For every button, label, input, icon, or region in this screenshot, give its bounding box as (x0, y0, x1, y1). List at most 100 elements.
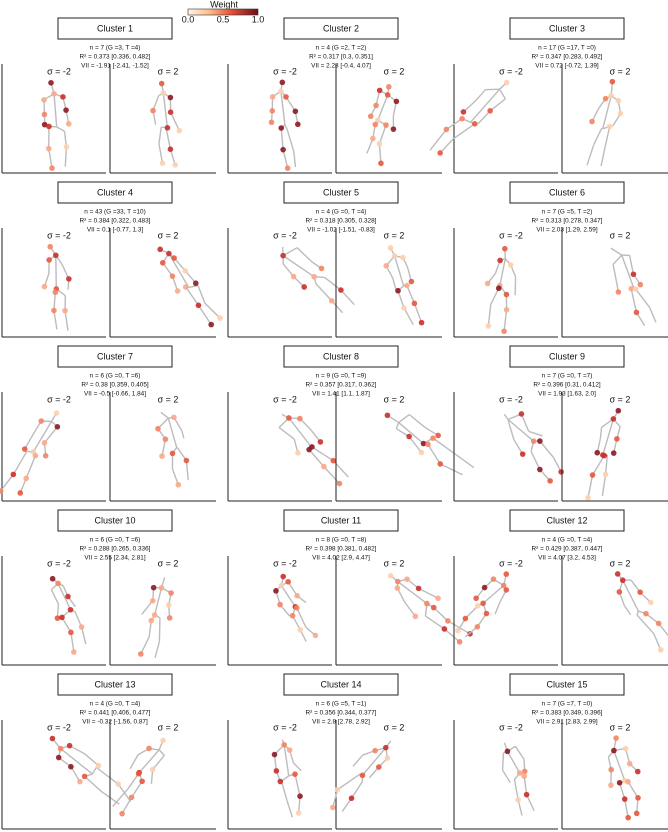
joint (537, 438, 543, 444)
skeleton-bone (165, 126, 172, 150)
skeleton-bone (395, 422, 400, 429)
skeleton-bone (624, 798, 629, 818)
skeleton-bone (61, 617, 72, 633)
cluster-title-box (57, 181, 173, 204)
skeleton-bone (112, 789, 128, 807)
sigma-label: σ = 2 (158, 66, 179, 76)
joint (608, 766, 615, 773)
skeleton-bone (586, 144, 595, 166)
skeleton-bone (171, 468, 179, 485)
joint (48, 79, 54, 86)
joint (65, 593, 71, 600)
skeleton-bone (439, 463, 463, 476)
skeleton-bone (528, 430, 543, 437)
joint (480, 600, 486, 607)
cluster-title: Cluster 5 (323, 187, 359, 197)
joint (57, 745, 64, 752)
joint (367, 113, 374, 120)
skeleton-bone (612, 264, 618, 282)
joint (10, 471, 17, 478)
joint (372, 121, 379, 128)
joint (625, 814, 631, 821)
skeleton-bone (433, 607, 449, 622)
skeleton-bone (404, 602, 416, 617)
joint (273, 768, 280, 774)
skeleton-bone (503, 309, 508, 332)
joint (45, 145, 52, 152)
skeleton-bone (455, 453, 475, 469)
skeleton-bone (418, 587, 439, 599)
joint (625, 778, 631, 785)
joint (610, 416, 617, 422)
joint (523, 791, 530, 798)
cluster-title: Cluster 6 (549, 187, 585, 197)
joint (437, 461, 444, 467)
joint (318, 265, 325, 272)
skeleton-bone (160, 411, 169, 419)
cluster-n: n = 6 (G =0, T =6) (90, 537, 141, 544)
joint (168, 590, 174, 596)
skeleton-bone (490, 287, 500, 305)
cluster-vii: VII = 4.07 [3.2, 4.53] (538, 555, 596, 562)
joint (59, 614, 65, 621)
joint (174, 288, 181, 294)
joint (435, 432, 441, 439)
joint (628, 285, 635, 292)
joint (159, 259, 166, 266)
cluster-title-box (283, 17, 399, 40)
cluster-n: n = 8 (G =0, T =8) (316, 537, 367, 544)
joint (330, 457, 337, 464)
joint (17, 490, 24, 496)
skeleton-bone (506, 751, 521, 774)
cluster-n: n = 6 (G =0, T =6) (90, 373, 141, 380)
cluster-r2: R² = 0.357 [0.317, 0.362] (306, 382, 377, 389)
skeleton-bone (283, 744, 290, 776)
skeleton-bone (315, 283, 333, 302)
joint (619, 577, 626, 584)
joint (501, 328, 507, 335)
joint (481, 584, 488, 591)
joint (648, 599, 654, 606)
joint (626, 760, 633, 767)
joint (610, 450, 617, 456)
joint (195, 302, 202, 309)
cluster-vii: VII = 2.55 [2.34, 2.81] (84, 555, 146, 562)
skeleton-bone (285, 96, 296, 112)
skeleton-bone (635, 288, 651, 308)
joint (385, 84, 392, 90)
joint (158, 585, 165, 591)
joint (115, 781, 121, 787)
joint (269, 108, 276, 114)
joint (519, 451, 526, 457)
skeleton-bone (514, 745, 525, 760)
joint (372, 747, 378, 754)
joint (328, 297, 335, 304)
joint (71, 649, 77, 655)
joint (49, 165, 55, 171)
joint (63, 144, 70, 150)
joint (503, 571, 510, 577)
joint (547, 478, 553, 484)
joint (167, 146, 174, 152)
joint (504, 748, 511, 755)
joint (401, 305, 407, 311)
joint (602, 471, 609, 478)
skeleton-bone (95, 766, 119, 785)
skeleton-bone (613, 750, 626, 781)
skeleton-bone (167, 417, 178, 448)
joint (435, 595, 441, 602)
skeleton-bone (477, 110, 491, 125)
skeleton-bone (50, 589, 60, 605)
skeleton-bone (185, 460, 189, 481)
joint (474, 603, 481, 609)
joint (162, 436, 169, 442)
joint (277, 601, 283, 608)
skeleton-bone (602, 418, 615, 456)
skeleton-bone (308, 449, 325, 468)
joint (521, 773, 528, 779)
joint (166, 250, 172, 257)
skeleton-bone (443, 628, 461, 643)
joint (484, 280, 491, 287)
cluster-title-box (57, 345, 173, 368)
skeleton-bone (600, 147, 606, 167)
